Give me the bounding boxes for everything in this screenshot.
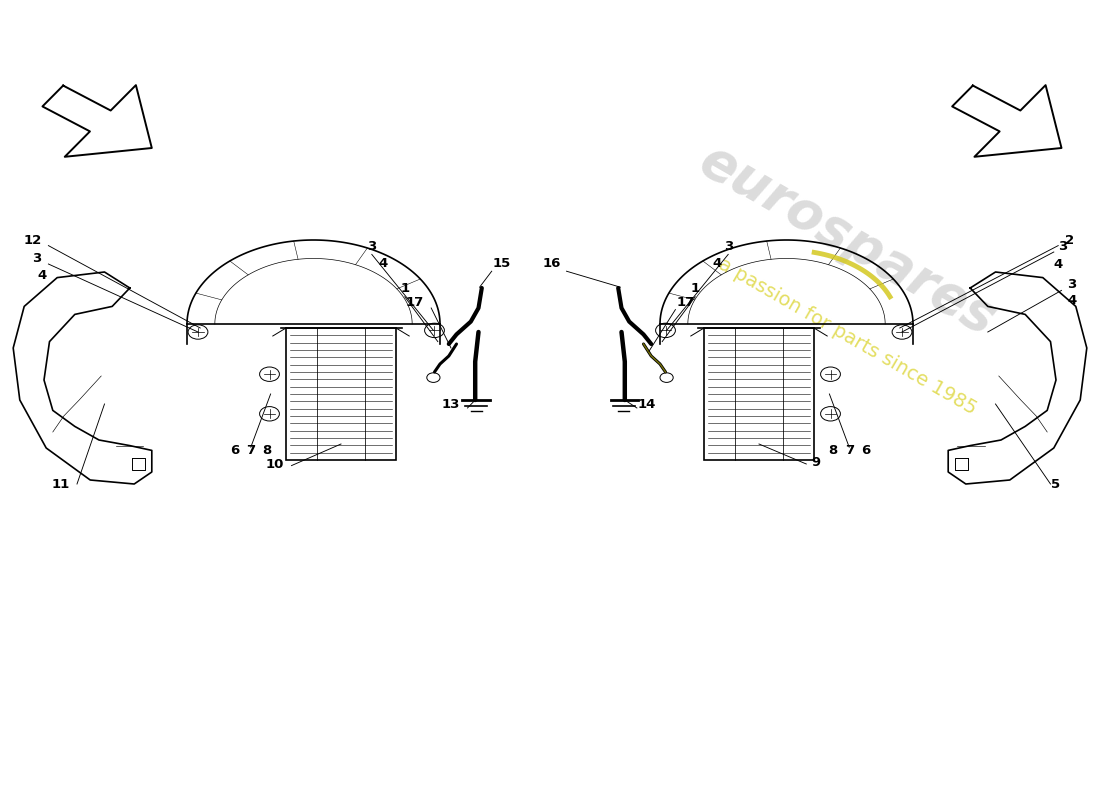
Text: 2: 2: [1065, 234, 1074, 247]
Text: 5: 5: [1052, 478, 1060, 491]
Text: 13: 13: [441, 398, 460, 411]
Text: 4: 4: [713, 257, 722, 270]
Text: 8: 8: [828, 443, 837, 457]
Text: 4: 4: [1067, 294, 1076, 307]
Text: 3: 3: [367, 240, 376, 253]
Text: 12: 12: [23, 234, 42, 247]
Text: 3: 3: [33, 253, 42, 266]
Text: 14: 14: [638, 398, 657, 411]
Text: 6: 6: [861, 443, 870, 457]
Text: 8: 8: [263, 443, 272, 457]
Text: eurospares: eurospares: [690, 134, 1004, 346]
Text: 7: 7: [845, 443, 854, 457]
Text: 3: 3: [724, 240, 733, 253]
Text: 7: 7: [246, 443, 255, 457]
Text: 10: 10: [265, 458, 284, 471]
Text: 16: 16: [542, 257, 561, 270]
Text: 1: 1: [400, 282, 409, 295]
Text: 15: 15: [493, 257, 512, 270]
Text: 1: 1: [691, 282, 700, 295]
Text: 9: 9: [812, 456, 821, 469]
Text: 17: 17: [405, 296, 424, 310]
Text: 3: 3: [1058, 240, 1067, 253]
Text: 4: 4: [1054, 258, 1063, 271]
Text: 4: 4: [37, 269, 46, 282]
Text: 3: 3: [1067, 278, 1076, 291]
Text: 11: 11: [52, 478, 69, 491]
Text: a passion for parts since 1985: a passion for parts since 1985: [715, 254, 979, 418]
Text: 17: 17: [676, 296, 695, 310]
Text: 6: 6: [230, 443, 239, 457]
Text: 4: 4: [378, 257, 387, 270]
